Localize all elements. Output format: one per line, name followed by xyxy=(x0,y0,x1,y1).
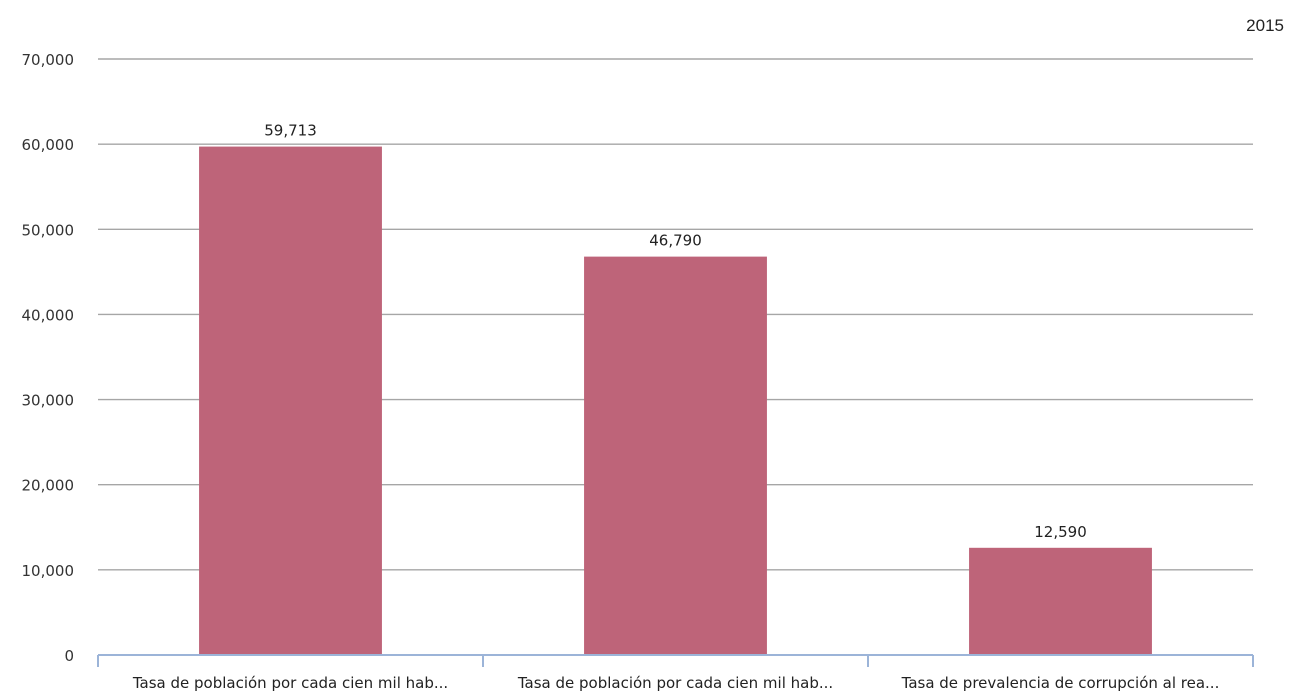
y-tick-label: 0 xyxy=(64,647,74,665)
y-tick-label: 10,000 xyxy=(22,562,75,580)
bar xyxy=(199,146,382,655)
y-tick-label: 60,000 xyxy=(22,136,75,154)
y-tick-label: 40,000 xyxy=(22,306,75,324)
data-label: 12,590 xyxy=(1034,523,1087,541)
y-tick-label: 30,000 xyxy=(22,392,75,410)
x-tick-label: Tasa de prevalencia de corrupción al rea… xyxy=(901,674,1220,692)
y-tick-label: 20,000 xyxy=(22,477,75,495)
bar xyxy=(969,547,1152,655)
bar xyxy=(584,256,767,655)
data-label: 46,790 xyxy=(649,232,702,250)
data-label: 59,713 xyxy=(264,122,317,140)
y-tick-label: 50,000 xyxy=(22,221,75,239)
x-tick-label: Tasa de población por cada cien mil hab.… xyxy=(517,674,833,692)
year-label: 2015 xyxy=(1246,16,1284,35)
x-tick-label: Tasa de población por cada cien mil hab.… xyxy=(132,674,448,692)
y-tick-label: 70,000 xyxy=(22,51,75,69)
